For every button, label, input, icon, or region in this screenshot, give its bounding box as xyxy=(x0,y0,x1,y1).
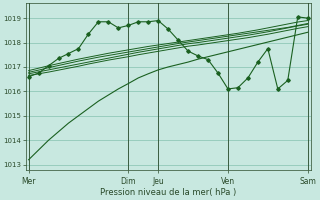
X-axis label: Pression niveau de la mer( hPa ): Pression niveau de la mer( hPa ) xyxy=(100,188,236,197)
